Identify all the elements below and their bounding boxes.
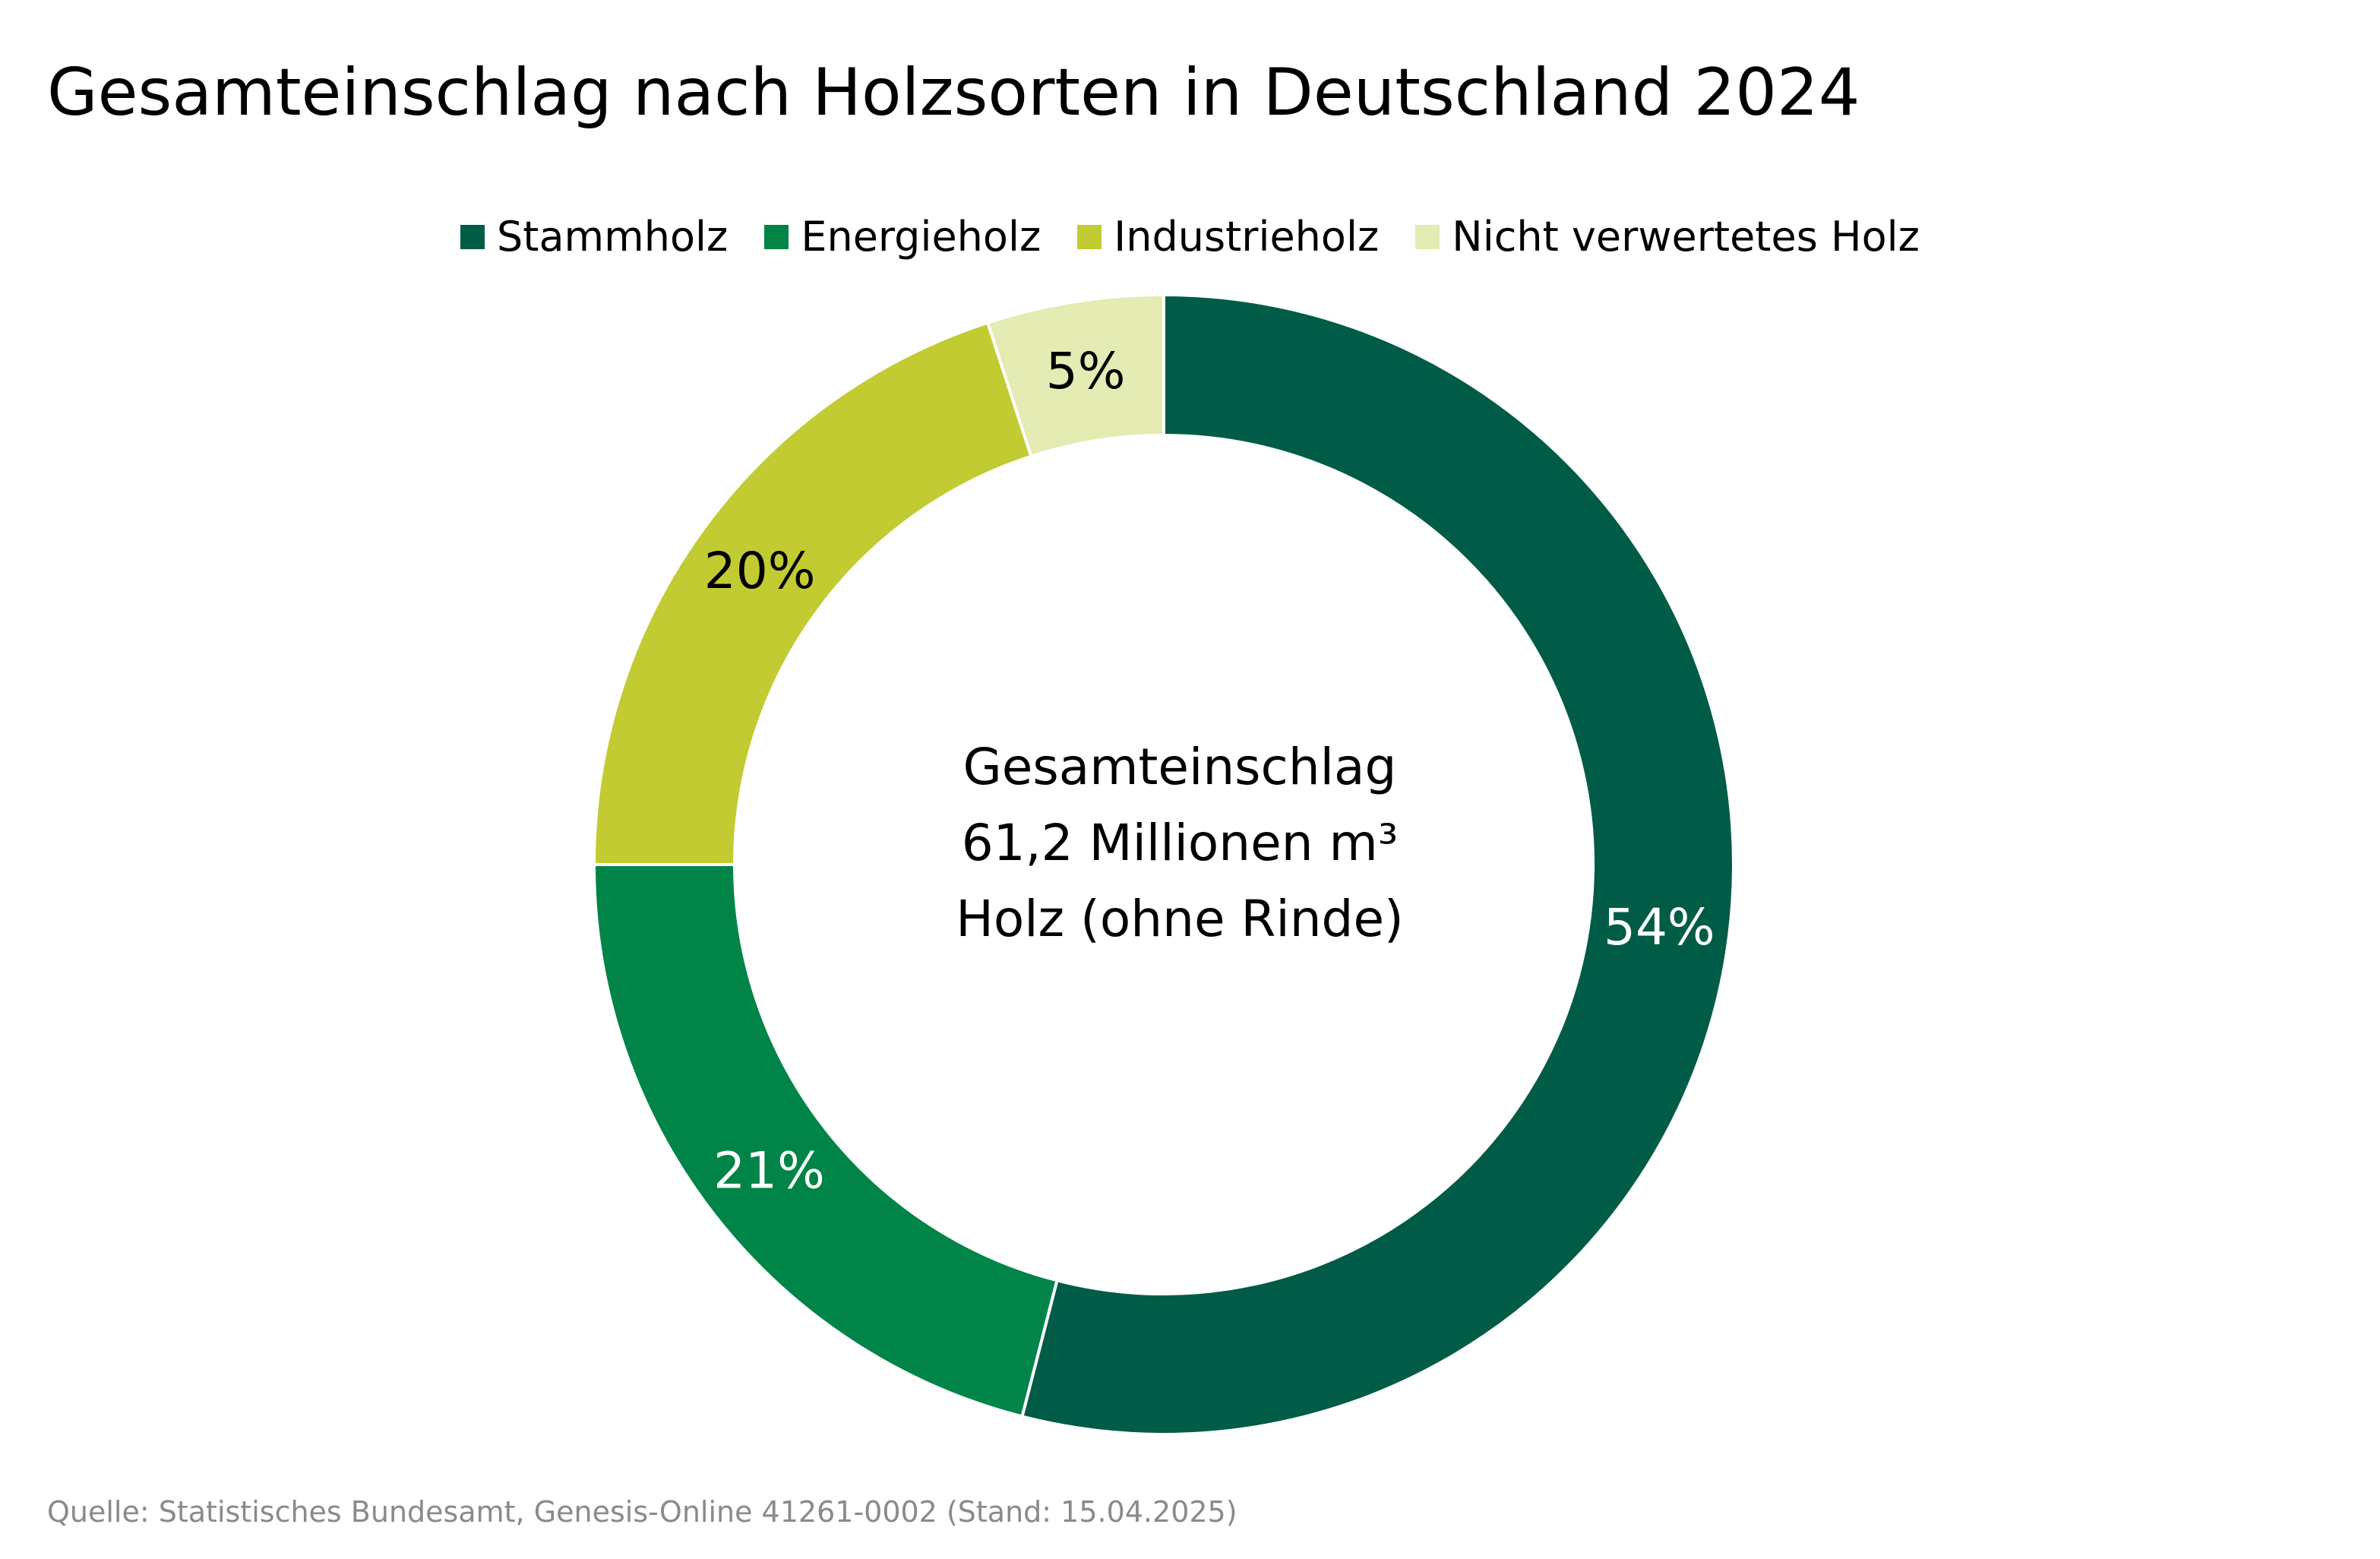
legend-label-energieholz: Energieholz xyxy=(801,213,1041,261)
legend-item-energieholz: Energieholz xyxy=(764,207,1041,267)
legend-label-stammholz: Stammholz xyxy=(497,213,729,261)
donut-slice-stammholz xyxy=(1020,293,1735,1436)
legend-label-nicht-verwertetes-holz: Nicht verwertetes Holz xyxy=(1452,213,1920,261)
legend-item-stammholz: Stammholz xyxy=(460,207,728,267)
legend-swatch-industrieholz xyxy=(1077,225,1102,249)
chart-title: Gesamteinschlag nach Holzsorten in Deuts… xyxy=(47,55,1860,131)
slice-label-nicht-verwertetes-holz: 5% xyxy=(1046,342,1126,400)
slice-label-stammholz: 54% xyxy=(1604,898,1715,957)
legend-swatch-energieholz xyxy=(764,225,789,249)
legend-item-nicht-verwertetes-holz: Nicht verwertetes Holz xyxy=(1415,207,1920,267)
donut-slice-nicht-verwertetes-holz xyxy=(985,293,1165,459)
chart-source-note: Quelle: Statistisches Bundesamt, Genesis… xyxy=(47,1495,1237,1529)
legend-label-industrieholz: Industrieholz xyxy=(1114,213,1380,261)
center-label-line-2: 61,2 Millionen m³ xyxy=(961,814,1399,872)
donut-slice-energieholz xyxy=(592,863,1059,1418)
center-label-line-3: Holz (ohne Rinde) xyxy=(956,890,1404,948)
legend-swatch-nicht-verwertetes-holz xyxy=(1415,225,1440,249)
center-label-line-1: Gesamteinschlag xyxy=(962,738,1397,796)
donut-center-label: Gesamteinschlag 61,2 Millionen m³ Holz (… xyxy=(800,729,1560,957)
legend-item-industrieholz: Industrieholz xyxy=(1077,207,1379,267)
donut-slice-industrieholz xyxy=(592,321,1033,866)
legend-swatch-stammholz xyxy=(460,225,485,249)
chart-legend: Stammholz Energieholz Industrieholz Nich… xyxy=(0,207,2380,267)
slice-label-energieholz: 21% xyxy=(713,1141,825,1200)
slice-label-industrieholz: 20% xyxy=(704,542,816,600)
